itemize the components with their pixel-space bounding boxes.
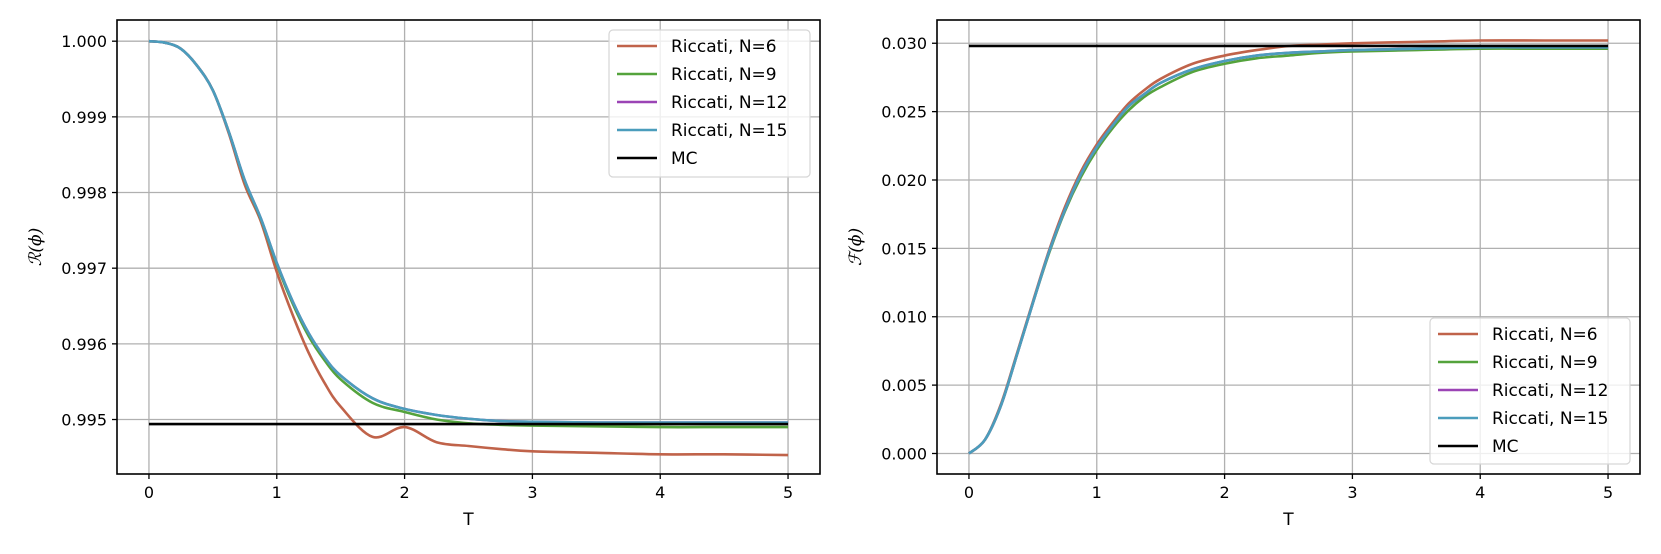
legend: Riccati, N=6 Riccati, N=9 Riccati, N=12 Ric… — [608, 29, 811, 178]
x-tick-label: 1 — [1092, 483, 1102, 502]
data-series — [148, 39, 789, 457]
legend-label: Riccati, N=9 — [1492, 353, 1598, 373]
legend-item: MC — [1438, 437, 1519, 457]
series-line-riccati-n-15 — [148, 39, 789, 424]
y-tick-label: 0.015 — [881, 239, 927, 258]
x-tick-label: 2 — [399, 483, 409, 502]
x-tick-label: 0 — [964, 483, 974, 502]
legend: Riccati, N=6 Riccati, N=9 Riccati, N=12 Ric… — [1429, 317, 1631, 465]
legend-item: Riccati, N=15 — [617, 121, 787, 141]
legend-item: Riccati, N=9 — [617, 65, 777, 85]
fidelity-chart: 0 1 2 3 4 5 0.000 0.005 0.010 0.015 0.020 0.025 0.03… — [846, 19, 1641, 530]
y-tick-label: 0.998 — [61, 184, 107, 203]
y-axis-label: ℱ(ϕ) — [846, 228, 866, 266]
legend-item: MC — [617, 149, 698, 169]
x-tick-label: 0 — [144, 483, 154, 502]
y-tick-label: 0.000 — [881, 444, 927, 463]
x-tick-label: 4 — [1475, 483, 1485, 502]
legend-item: Riccati, N=12 — [1438, 381, 1608, 401]
legend-item: Riccati, N=6 — [617, 37, 777, 57]
series-line-riccati-n-15 — [968, 45, 1609, 455]
y-tick-label: 0.995 — [61, 411, 107, 430]
x-tick-label: 4 — [655, 483, 665, 502]
legend-label: Riccati, N=9 — [671, 65, 777, 85]
y-axis-label: ℛ(ϕ) — [26, 228, 46, 266]
y-axis-label-symbol: ℛ — [26, 251, 46, 266]
y-axis-label-arg: (ϕ) — [26, 228, 46, 253]
legend-item: Riccati, N=9 — [1438, 353, 1598, 373]
x-tick-label: 1 — [272, 483, 282, 502]
x-tick-label: 3 — [1347, 483, 1357, 502]
x-axis-label: T — [462, 510, 474, 530]
legend-box — [1429, 317, 1631, 465]
x-tick-label: 5 — [1603, 483, 1613, 502]
y-tick-label: 0.996 — [61, 335, 107, 354]
legend-label: MC — [671, 149, 698, 169]
reliability-chart: 0 1 2 3 4 5 0.995 0.996 0.997 0.998 0.999 1.000 T ℛ… — [26, 19, 821, 530]
axes-frame — [116, 19, 821, 475]
svg-text:ℱ(ϕ): ℱ(ϕ) — [846, 228, 866, 266]
legend-label: Riccati, N=15 — [1492, 409, 1608, 429]
x-axis-label: T — [1282, 510, 1294, 530]
data-series — [968, 39, 1609, 455]
legend-label: MC — [1492, 437, 1519, 457]
y-axis-label-arg: (ϕ) — [846, 228, 866, 253]
legend-label: Riccati, N=6 — [671, 37, 777, 57]
legend-item: Riccati, N=15 — [1438, 409, 1608, 429]
legend-label: Riccati, N=6 — [1492, 325, 1598, 345]
legend-item: Riccati, N=6 — [1438, 325, 1598, 345]
x-tick-label: 5 — [783, 483, 793, 502]
axis-ticks: 0 1 2 3 4 5 0.000 0.005 0.010 0.015 0.020 0.025 0.03… — [881, 34, 1613, 502]
legend-label: Riccati, N=12 — [671, 93, 787, 113]
legend-label: Riccati, N=15 — [671, 121, 787, 141]
y-tick-label: 0.997 — [61, 259, 107, 278]
y-tick-label: 0.030 — [881, 34, 927, 53]
svg-text:ℛ(ϕ): ℛ(ϕ) — [26, 228, 46, 266]
axes-frame — [936, 19, 1641, 475]
y-axis-label-symbol: ℱ — [846, 249, 866, 266]
x-tick-label: 2 — [1219, 483, 1229, 502]
y-tick-label: 0.025 — [881, 103, 927, 122]
y-tick-label: 0.005 — [881, 376, 927, 395]
axis-ticks: 0 1 2 3 4 5 0.995 0.996 0.997 0.998 0.999 1.000 — [61, 32, 793, 502]
legend-label: Riccati, N=12 — [1492, 381, 1608, 401]
x-tick-label: 3 — [527, 483, 537, 502]
legend-item: Riccati, N=12 — [617, 93, 787, 113]
y-tick-label: 0.010 — [881, 308, 927, 327]
y-tick-label: 1.000 — [61, 32, 107, 51]
legend-box — [608, 29, 811, 178]
y-tick-label: 0.020 — [881, 171, 927, 190]
y-tick-label: 0.999 — [61, 108, 107, 127]
